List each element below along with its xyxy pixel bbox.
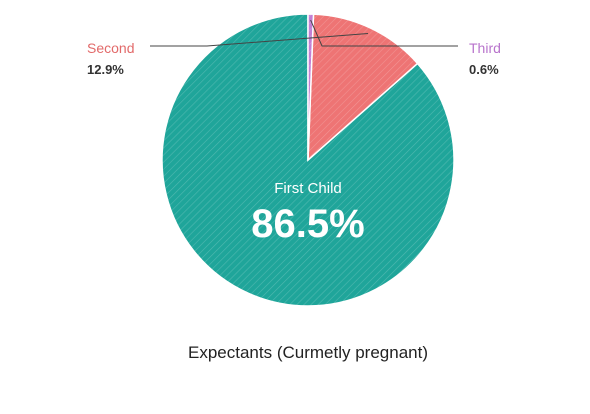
leader-lines — [150, 19, 458, 47]
leader-line-second — [150, 33, 369, 47]
slice-label-first-value: 86.5% — [251, 202, 364, 246]
leader-line-third — [310, 19, 458, 47]
pie-slice-hatch-second — [308, 14, 418, 161]
chart-caption: Expectants (Curmetly pregnant) — [188, 343, 428, 362]
slice-label-third-value: 0.6% — [469, 62, 499, 77]
slice-label-first-name: First Child — [274, 180, 342, 197]
slice-label-third-name: Third — [469, 40, 501, 56]
slice-label-second-name: Second — [87, 40, 134, 56]
pie-slices — [161, 13, 455, 307]
pie-slice-hatch-third — [308, 14, 314, 160]
slice-label-second-value: 12.9% — [87, 62, 124, 77]
